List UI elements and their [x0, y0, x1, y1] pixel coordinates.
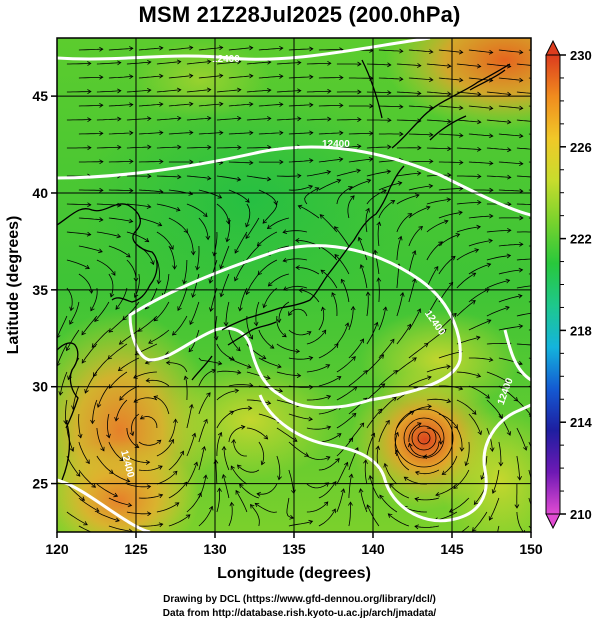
x-axis-label: Longitude (degrees): [217, 565, 371, 582]
y-tick-label: 35: [32, 282, 48, 298]
colorbar-tick-label: 230: [570, 48, 592, 63]
y-tick-label: 45: [32, 88, 48, 104]
contour-label: 12400: [212, 54, 240, 65]
x-tick-label: 140: [361, 541, 385, 557]
latitude-axis: 25 30 35 40 45: [32, 88, 57, 492]
x-tick-label: 145: [440, 541, 464, 557]
longitude-axis: 120 125 130 135 140 145 150: [45, 532, 543, 557]
y-tick-label: 40: [32, 185, 48, 201]
colorbar-min-arrow: [545, 513, 561, 530]
coastlines: [57, 59, 511, 481]
x-tick-label: 150: [519, 541, 543, 557]
contour-label: 12400: [322, 139, 350, 150]
y-tick-label: 25: [32, 476, 48, 492]
x-tick-label: 135: [282, 541, 306, 557]
typhoon-circulation: [394, 408, 454, 468]
height-contours: [57, 38, 531, 532]
y-tick-label: 30: [32, 379, 48, 395]
x-tick-label: 125: [124, 541, 148, 557]
colorbar-tick-label: 214: [570, 415, 592, 430]
credit-data: Data from http://database.rish.kyoto-u.a…: [162, 608, 437, 619]
colorbar-tick-label: 218: [570, 323, 592, 338]
temperature-field: 12400 12400 12400 12400 12400: [57, 38, 531, 532]
x-tick-label: 130: [203, 541, 227, 557]
map-title: MSM 21Z28Jul2025 (200.0hPa): [138, 2, 461, 27]
colorbar-tick-label: 222: [570, 232, 592, 247]
colorbar-max-arrow: [545, 39, 561, 56]
colorbar-tick-label: 226: [570, 140, 592, 155]
colorbar: 230 226 222 218 214 210: [545, 39, 592, 530]
credit-drawing: Drawing by DCL (https://www.gfd-dennou.o…: [163, 594, 436, 605]
lat-lon-grid: [57, 38, 531, 532]
colorbar-tick-label: 210: [570, 507, 592, 522]
x-tick-label: 120: [45, 541, 69, 557]
y-axis-label: Latitude (degrees): [5, 216, 22, 355]
